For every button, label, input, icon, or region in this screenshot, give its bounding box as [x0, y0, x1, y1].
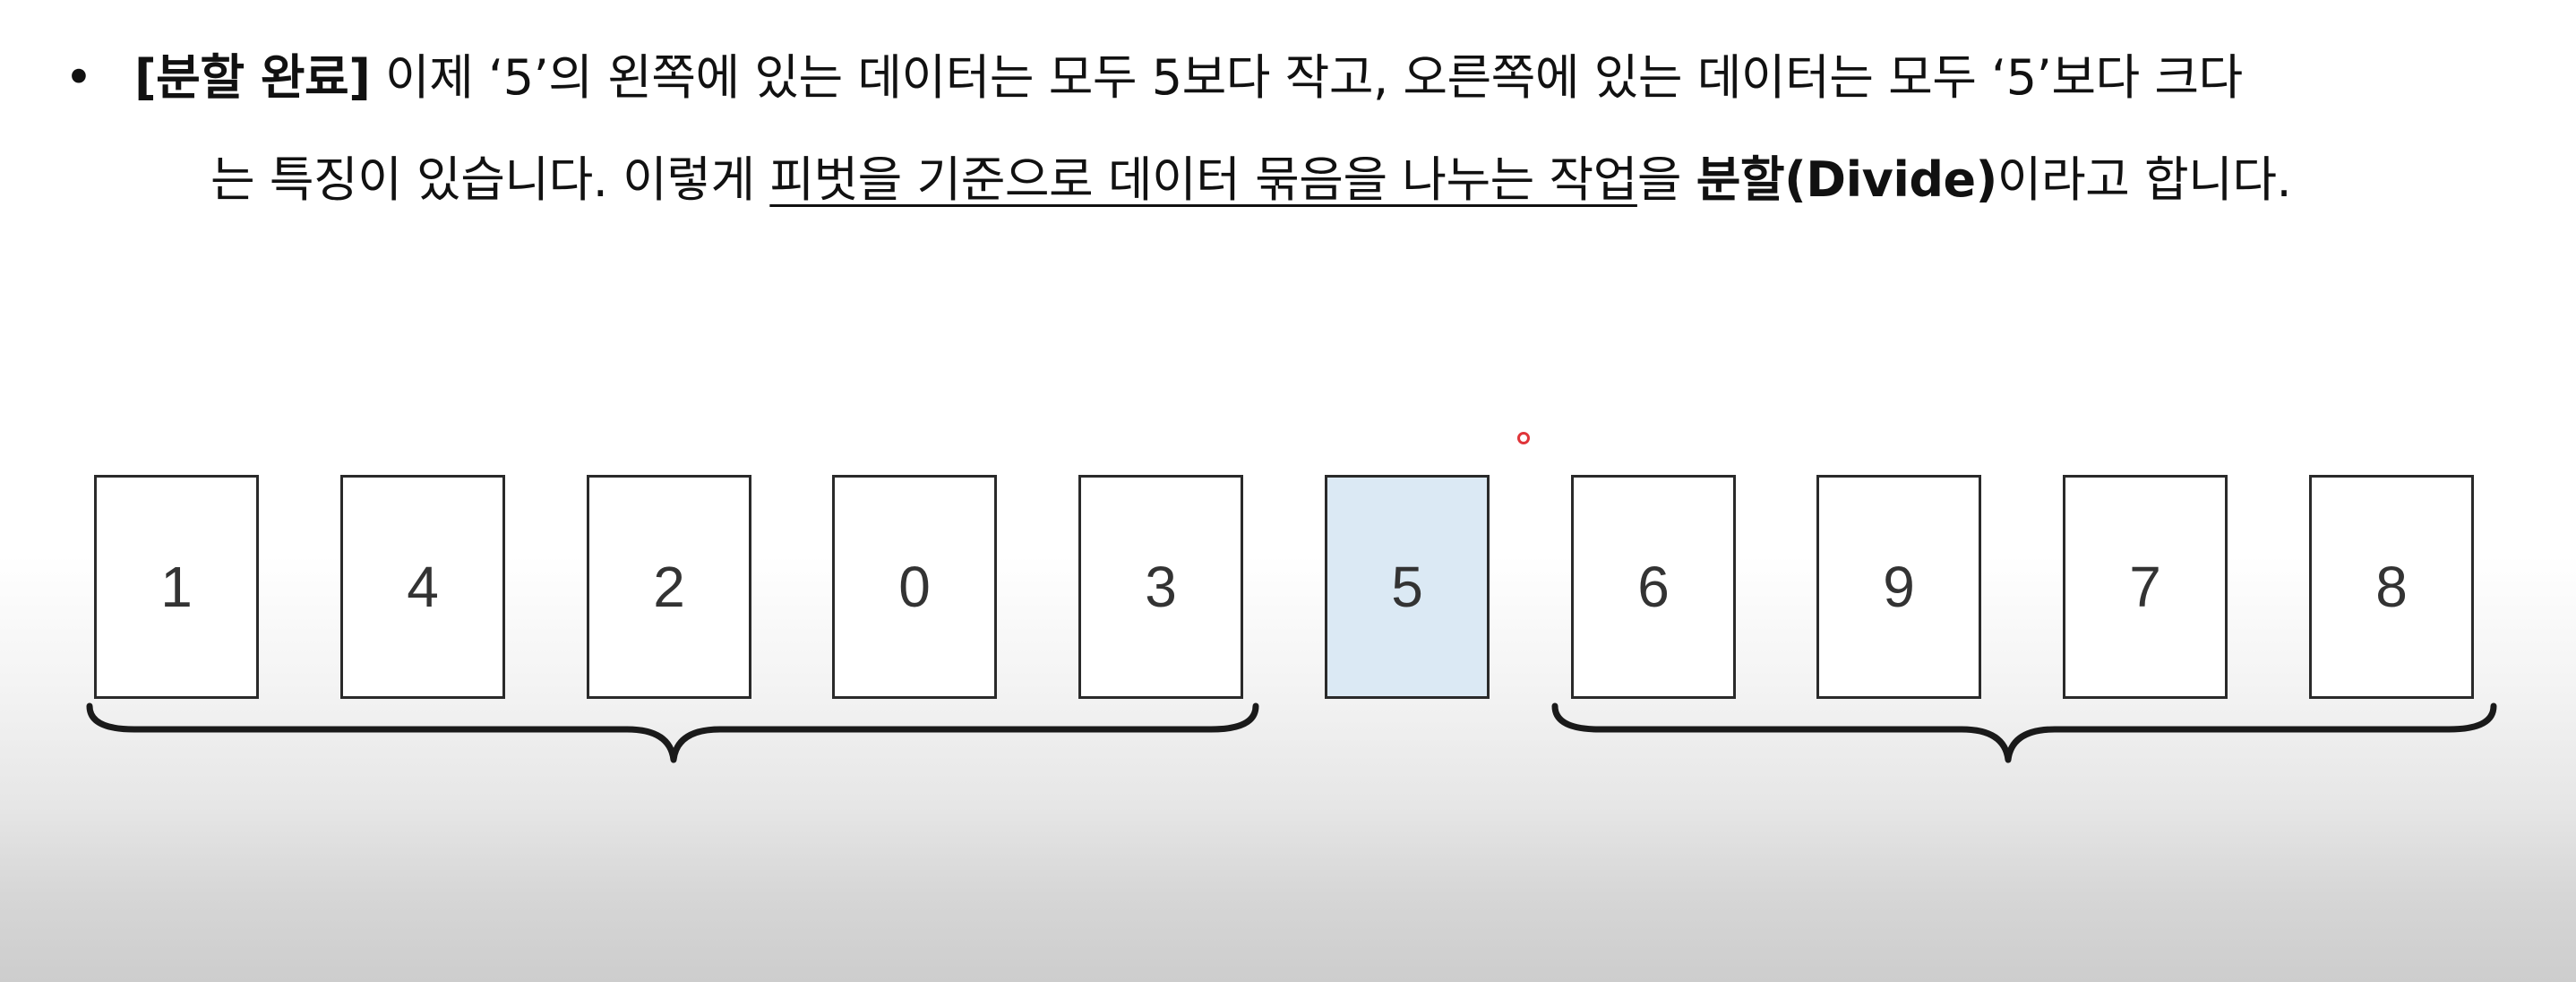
array-cell-1: 4: [340, 475, 505, 699]
left-partition-brace: [86, 702, 1259, 763]
array-cell-6: 6: [1571, 475, 1736, 699]
bullet-point: •: [64, 49, 93, 106]
right-partition-brace: [1551, 702, 2497, 763]
partition-braces: [86, 702, 2497, 763]
explanation-text: • [분할 완료] 이제 ‘5’의 왼쪽에 있는 데이터는 모두 5보다 작고,…: [64, 27, 2481, 231]
divide-term: 분할(Divide): [1696, 151, 1998, 208]
section-label: [분할 완료]: [134, 49, 371, 106]
explanation-line-2: 는 특징이 있습니다. 이렇게 피벗을 기준으로 데이터 묶음을 나누는 작업을…: [134, 129, 2481, 231]
array-cell-7: 9: [1816, 475, 1981, 699]
line-1-text: 이제 ‘5’의 왼쪽에 있는 데이터는 모두 5보다 작고, 오른쪽에 있는 데…: [370, 49, 2243, 106]
array-cell-9: 8: [2309, 475, 2474, 699]
array-cell-2: 2: [587, 475, 751, 699]
line-2-text-middle: 을: [1636, 151, 1696, 208]
line-2-text-after: 이라고 합니다.: [1996, 151, 2292, 208]
array-cell-4: 3: [1078, 475, 1243, 699]
array-cell-3: 0: [832, 475, 997, 699]
array-cell-8: 7: [2063, 475, 2228, 699]
array-cell-0: 1: [94, 475, 259, 699]
explanation-line-1: [분할 완료] 이제 ‘5’의 왼쪽에 있는 데이터는 모두 5보다 작고, 오…: [134, 27, 2481, 129]
underlined-definition: 피벗을 기준으로 데이터 묶음을 나누는 작업: [769, 151, 1637, 208]
pivot-cell: 5: [1325, 475, 1490, 699]
pointer-cursor-icon: [1517, 432, 1530, 444]
line-2-text-before: 는 특징이 있습니다. 이렇게: [210, 151, 770, 208]
